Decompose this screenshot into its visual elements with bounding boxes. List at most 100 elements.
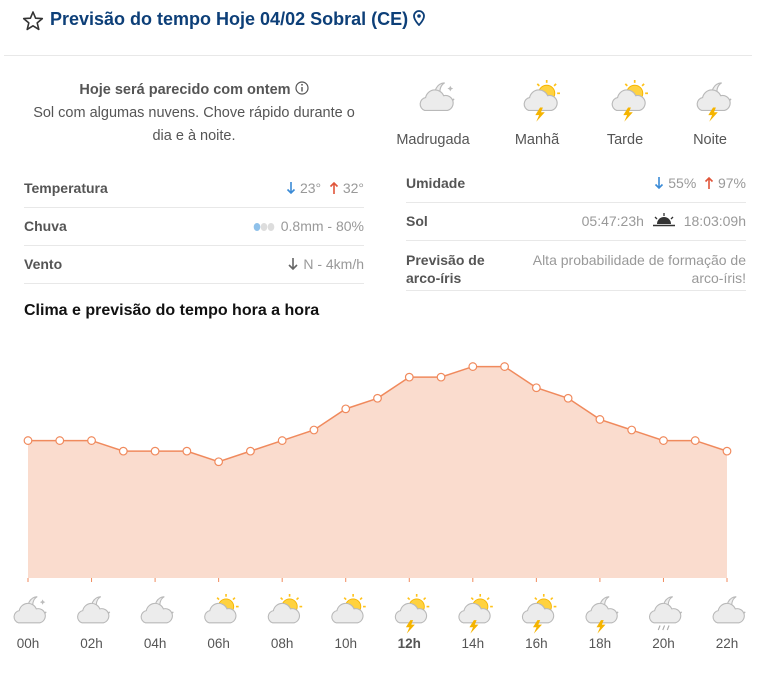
detail-label: Sol [406, 213, 428, 229]
point [627, 425, 637, 435]
point [659, 436, 668, 445]
weather-icon [611, 79, 649, 122]
point [23, 436, 33, 445]
point [563, 393, 573, 403]
point [500, 362, 509, 371]
detail-value: 23° 32° [286, 180, 364, 196]
drop [666, 625, 670, 631]
detail-label: Previsão de arco-íris [406, 252, 485, 286]
x-tick-label: 16h [525, 636, 548, 651]
detail-label: Vento [24, 256, 63, 272]
x-tick-label: 10h [334, 636, 357, 651]
point [595, 415, 605, 424]
wind-arrow [288, 258, 298, 271]
ray [553, 83, 557, 87]
chart-title: Clima e previsão do tempo hora a hora [24, 302, 320, 319]
x-tick-label: 20h [652, 636, 675, 651]
weather-icon [521, 593, 557, 634]
cloud [611, 89, 646, 111]
ray [641, 83, 645, 87]
drop [662, 625, 666, 631]
weather-icon [523, 79, 561, 122]
cloud [696, 89, 731, 111]
ray [536, 83, 540, 87]
cloud [523, 89, 558, 111]
point [690, 436, 700, 445]
weather-icon [140, 596, 174, 624]
ray [280, 597, 284, 601]
point [468, 362, 478, 371]
bolt [708, 107, 718, 122]
humidity-max: 97% [717, 175, 746, 191]
rain-value: 0.8mm - 80% [280, 218, 364, 234]
point [182, 446, 192, 456]
down-arrow [287, 182, 296, 195]
ray [232, 597, 236, 601]
point [214, 457, 224, 467]
star [39, 599, 46, 605]
title-text: Previsão do tempo Hoje 04/02 Sobral (CE) [50, 9, 409, 29]
point [722, 446, 732, 456]
detail-value: 55% 97% [654, 175, 746, 191]
cloud [331, 602, 364, 624]
location-pin [413, 10, 426, 27]
period-label: Manhã [515, 132, 560, 148]
weather-icon [13, 596, 47, 624]
weather-icon [331, 593, 366, 624]
bolt [469, 620, 479, 634]
sunrise: 05:47:23h [581, 213, 644, 229]
period-label: Tarde [607, 132, 643, 148]
temp-min: 23° [299, 180, 322, 196]
x-tick-label: 02h [80, 636, 103, 651]
ray [486, 597, 490, 601]
detail-label: Chuva [24, 218, 67, 234]
point [246, 446, 255, 456]
weather-icon [77, 596, 111, 624]
cloud [585, 602, 618, 624]
info-icon[interactable] [294, 81, 309, 95]
cloud [140, 602, 173, 624]
point [309, 425, 319, 435]
cloud [394, 602, 428, 624]
cloud [267, 602, 300, 624]
ray [624, 83, 628, 87]
up-arrow [705, 176, 714, 189]
ray [470, 597, 474, 601]
up-arrow [329, 181, 339, 194]
temp-max: 32° [342, 180, 364, 196]
x-tick-label: 18h [589, 636, 612, 651]
star [447, 85, 454, 92]
drop [657, 625, 661, 631]
sunset-icon [652, 213, 675, 227]
point [150, 446, 160, 456]
point [277, 436, 287, 445]
point [373, 393, 382, 403]
point [87, 436, 96, 445]
cloud [77, 602, 110, 624]
summary-text: Sol com algumas nuvens. Chove rápido dur… [33, 105, 355, 144]
x-tick-label: 22h [716, 636, 739, 651]
wind-value: N - 4km/h [303, 256, 364, 272]
rain [657, 625, 670, 631]
x-tick-label: 14h [462, 636, 485, 651]
point [404, 372, 414, 382]
weather-icon [458, 593, 493, 634]
weather-icon [267, 593, 303, 624]
detail-label: Umidade [406, 175, 466, 191]
x-tick-label: 00h [17, 636, 40, 651]
bolt [405, 620, 415, 634]
rain-drops [253, 223, 275, 231]
bolt [623, 107, 633, 122]
ray [343, 597, 347, 601]
weather-icon [712, 596, 746, 624]
sunset: 18:03:09h [683, 213, 746, 229]
x-tick-label: 06h [207, 636, 230, 651]
weather-icon [585, 596, 619, 634]
weather-icon [419, 82, 455, 111]
point [55, 436, 65, 445]
ray [423, 597, 427, 601]
favorite-star[interactable] [22, 10, 44, 32]
humidity-min: 55% [668, 175, 697, 191]
